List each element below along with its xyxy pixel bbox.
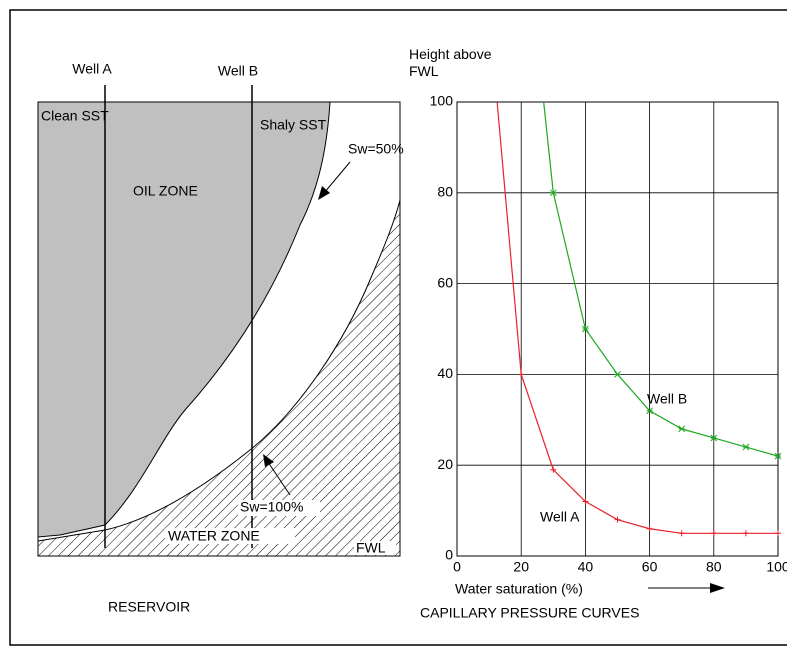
diagram-title: RESERVOIR [108, 599, 190, 615]
label: Well B [218, 63, 258, 79]
x-tick-label: 60 [642, 559, 658, 575]
x-tick-label: 40 [578, 559, 594, 575]
series-label: Well B [647, 391, 687, 407]
label: Well A [72, 61, 112, 77]
y-tick-label: 100 [430, 93, 454, 109]
x-tick-label: 20 [513, 559, 529, 575]
label: Clean SST [41, 108, 109, 124]
label: OIL ZONE [133, 183, 198, 199]
x-axis-label: Water saturation (%) [455, 581, 583, 597]
y-tick-label: 20 [437, 456, 453, 472]
label: FWL [356, 540, 386, 556]
y-tick-label: 60 [437, 274, 453, 290]
label: Sw=100% [240, 499, 303, 515]
figure: Well A Well B Clean SST Shaly SST OIL ZO… [0, 0, 787, 654]
x-tick-label: 80 [706, 559, 722, 575]
chart-title: CAPILLARY PRESSURE CURVES [420, 605, 639, 621]
y-axis-label: Height above FWL [409, 46, 509, 80]
x-tick-label: 0 [453, 559, 461, 575]
page: Well A Well B Clean SST Shaly SST OIL ZO… [0, 0, 787, 654]
y-tick-label: 0 [445, 547, 453, 563]
x-tick-label: 100 [766, 559, 787, 575]
plot-area [457, 102, 778, 556]
label: Sw=50% [348, 141, 404, 157]
label: WATER ZONE [168, 528, 260, 544]
y-tick-label: 80 [437, 184, 453, 200]
series-label: Well A [540, 509, 580, 525]
y-tick-label: 40 [437, 365, 453, 381]
label: Shaly SST [260, 117, 327, 133]
arrowhead [710, 583, 725, 593]
